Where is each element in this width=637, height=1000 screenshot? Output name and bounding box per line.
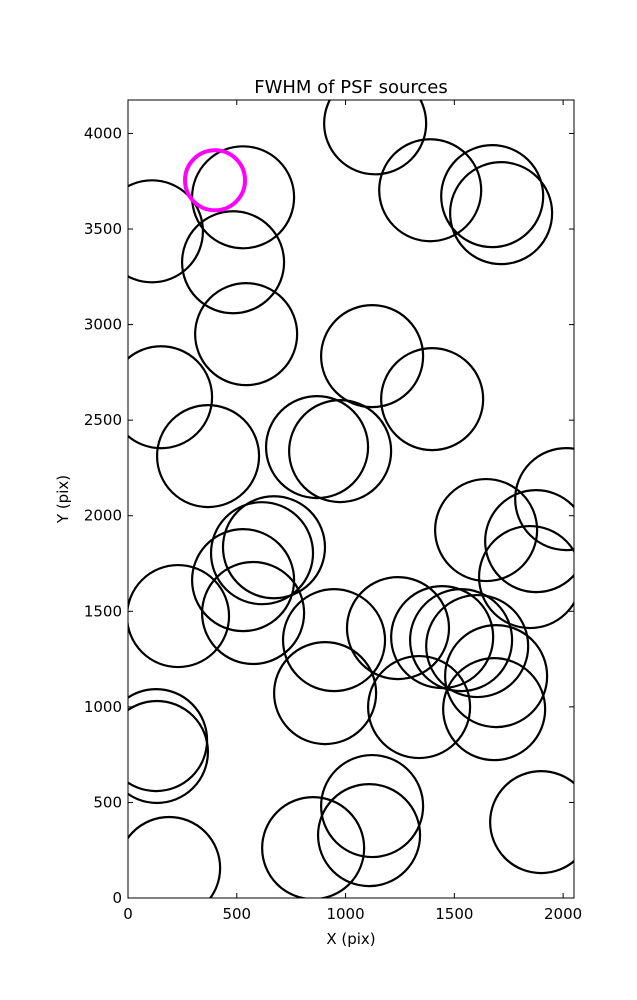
source-circle xyxy=(180,210,286,315)
source-circle xyxy=(316,783,422,888)
source-circle xyxy=(155,403,261,509)
source-circle xyxy=(484,489,574,594)
source-circle xyxy=(366,654,472,760)
source-circle xyxy=(320,304,425,409)
chart-title: FWHM of PSF sources xyxy=(254,77,448,98)
y-tick-label: 0 xyxy=(112,889,122,907)
y-tick-label: 3000 xyxy=(84,316,122,334)
source-circle xyxy=(261,796,366,898)
source-circle xyxy=(449,161,554,266)
source-circle xyxy=(425,593,530,699)
source-circle xyxy=(442,657,547,762)
source-circle xyxy=(190,528,296,633)
x-tick-label: 1500 xyxy=(435,905,473,923)
source-circle xyxy=(444,623,549,729)
source-circle xyxy=(264,395,370,500)
source-circle xyxy=(194,282,299,387)
source-circle xyxy=(128,179,205,284)
x-tick-label: 0 xyxy=(123,905,133,923)
y-tick-label: 4000 xyxy=(84,124,122,142)
source-circle xyxy=(378,138,483,243)
source-circle xyxy=(128,563,231,669)
source-circle xyxy=(440,144,545,249)
y-tick-label: 500 xyxy=(93,793,122,811)
source-circle xyxy=(345,576,451,681)
source-circle xyxy=(514,447,574,552)
y-tick-label: 2500 xyxy=(84,411,122,429)
plot-area xyxy=(128,100,574,898)
plot-frame xyxy=(127,99,575,899)
source-circle xyxy=(200,560,306,666)
x-tick-label: 1000 xyxy=(326,905,364,923)
y-tick-label: 1000 xyxy=(84,698,122,716)
source-circle xyxy=(209,501,315,606)
source-circle xyxy=(281,588,387,693)
source-circle xyxy=(408,588,514,693)
x-axis-label: X (pix) xyxy=(326,930,375,948)
x-tick-label: 500 xyxy=(222,905,251,923)
x-tick-label: 2000 xyxy=(544,905,582,923)
source-circle xyxy=(288,399,393,504)
source-circle xyxy=(477,524,574,630)
source-circle xyxy=(489,770,574,875)
source-circle xyxy=(323,100,428,176)
source-circle xyxy=(128,345,214,450)
source-circle xyxy=(434,477,539,583)
source-circle xyxy=(221,495,327,600)
source-circle xyxy=(320,753,425,859)
y-tick-label: 1500 xyxy=(84,602,122,620)
source-circle xyxy=(273,641,378,746)
source-circle xyxy=(128,699,210,805)
y-tick-label: 2000 xyxy=(84,507,122,525)
y-tick-label: 3500 xyxy=(84,220,122,238)
source-circle xyxy=(183,148,248,213)
source-circle xyxy=(380,347,485,452)
source-circle xyxy=(128,815,222,898)
y-axis-label: Y (pix) xyxy=(54,475,72,524)
